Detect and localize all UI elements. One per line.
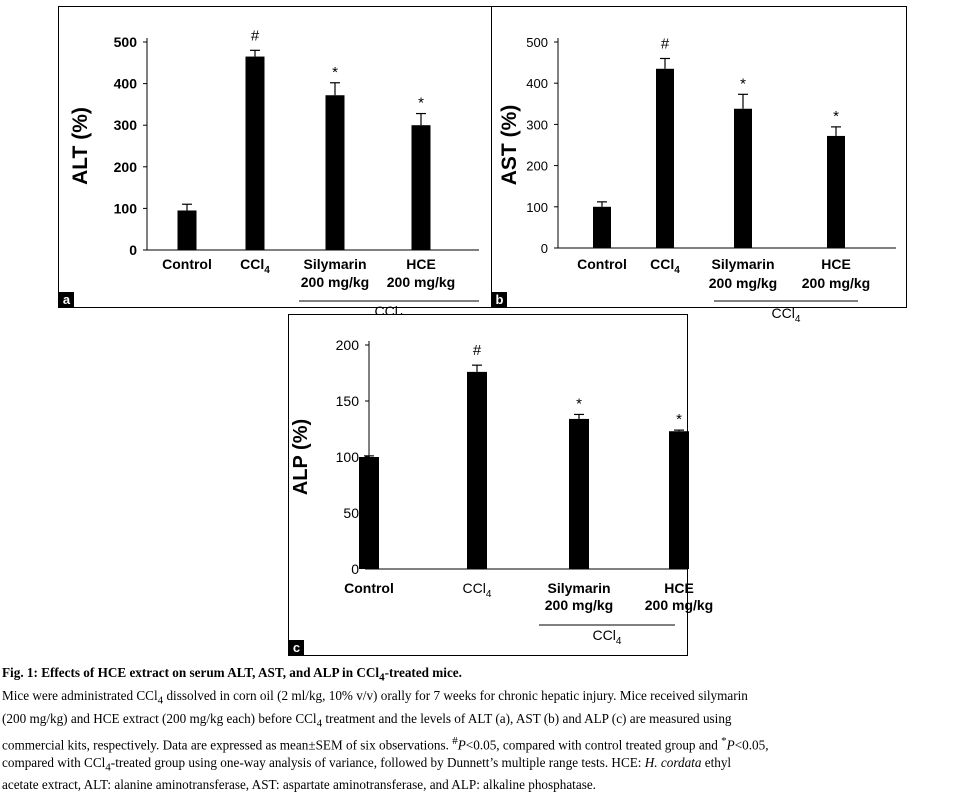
bar-3 (325, 95, 345, 250)
alp-bar-chart: 0 50 100 150 200 ALP (%) Control # CCl4 * Silymari… (290, 337, 713, 647)
caption-title: Fig. 1: Effects of HCE extract on serum … (2, 665, 462, 684)
bar-1 (359, 457, 379, 569)
y-tick-label: 500 (114, 34, 138, 50)
panel-label-c: c (289, 640, 304, 655)
y-axis-title: ALP (%) (290, 419, 312, 495)
x-category-label: HCE (664, 580, 694, 596)
y-tick-label: 0 (541, 241, 548, 256)
y-tick-label: 400 (526, 76, 548, 91)
chart-panel-a: 0 100 200 300 400 500 ALT (%) Control # CCl4 * Sily… (58, 6, 492, 323)
bar-4 (827, 135, 845, 248)
significance-mark: * (833, 108, 839, 125)
group-label: CCl4 (772, 305, 801, 325)
figure-caption: Fig. 1: Effects of HCE extract on serum … (2, 664, 974, 794)
significance-mark: * (576, 395, 582, 412)
significance-mark: * (418, 95, 424, 112)
y-tick-label: 100 (114, 200, 138, 216)
chart-panel-b: 0 100 200 300 400 500 AST (%) Control # CCl4 * Sily… (491, 6, 907, 325)
bar-3 (569, 418, 589, 569)
x-category-sublabel: 200 mg/kg (645, 597, 713, 613)
caption-line-2: (200 mg/kg) and HCE extract (200 mg/kg e… (2, 710, 732, 730)
y-tick-label: 200 (526, 159, 548, 174)
y-tick-label: 100 (526, 200, 548, 215)
x-category-label: Control (162, 256, 212, 272)
x-category-sublabel: 200 mg/kg (545, 597, 613, 613)
significance-mark: # (473, 342, 482, 359)
x-category-label: CCl4 (240, 256, 270, 276)
y-axis-title: ALT (%) (69, 107, 92, 185)
x-category-label: Silymarin (547, 580, 610, 596)
y-tick-label: 50 (343, 505, 359, 521)
y-tick-label: 200 (336, 337, 360, 353)
x-category-label: Silymarin (303, 256, 366, 272)
bar-3 (734, 108, 752, 248)
caption-line-1: Mice were administrated CCl4 dissolved i… (2, 687, 748, 707)
x-category-sublabel: 200 mg/kg (301, 274, 369, 290)
y-tick-label: 0 (351, 561, 359, 577)
bar-4 (411, 125, 431, 250)
group-label: CCl4 (593, 627, 622, 647)
alt-bar-chart: 0 100 200 300 400 500 ALT (%) Control # CCl4 * Sily… (69, 27, 479, 323)
caption-line-3: commercial kits, respectively. Data are … (2, 734, 769, 753)
x-category-label: HCE (821, 256, 851, 272)
y-axis-title: AST (%) (498, 105, 521, 186)
bar-2 (467, 371, 487, 569)
x-category-label: CCl4 (650, 256, 680, 276)
x-category-sublabel: 200 mg/kg (387, 274, 455, 290)
x-category-sublabel: 200 mg/kg (709, 275, 777, 291)
bar-2 (245, 56, 265, 251)
significance-mark: # (251, 27, 260, 44)
y-tick-label: 100 (336, 449, 360, 465)
chart-panel-c: 0 50 100 150 200 ALP (%) Control # CCl4 * Silymari… (288, 314, 713, 656)
x-category-label: CCl4 (463, 580, 492, 600)
x-category-label: Control (344, 580, 394, 596)
bar-1 (593, 206, 611, 248)
caption-line-5: acetate extract, ALT: alanine aminotrans… (2, 777, 596, 793)
y-tick-label: 400 (114, 76, 138, 92)
significance-mark: * (740, 75, 746, 92)
y-tick-label: 300 (526, 117, 548, 132)
bar-4 (669, 431, 689, 569)
x-category-label: Control (577, 256, 627, 272)
bar-1 (177, 210, 197, 250)
y-tick-label: 150 (336, 393, 360, 409)
significance-mark: * (332, 64, 338, 81)
significance-mark: * (676, 411, 682, 428)
ast-bar-chart: 0 100 200 300 400 500 AST (%) Control # CCl4 * Sily… (498, 35, 896, 325)
x-category-label: HCE (406, 256, 436, 272)
bar-2 (656, 68, 674, 248)
y-tick-label: 0 (129, 242, 137, 258)
caption-line-4: compared with CCl4-treated group using o… (2, 754, 732, 774)
x-category-label: Silymarin (711, 256, 774, 272)
x-category-sublabel: 200 mg/kg (802, 275, 870, 291)
panel-label-a: a (59, 292, 74, 307)
y-tick-label: 500 (526, 35, 548, 50)
panel-label-b: b (492, 292, 507, 307)
y-tick-label: 200 (114, 159, 138, 175)
y-tick-label: 300 (114, 117, 138, 133)
significance-mark: # (661, 35, 670, 52)
